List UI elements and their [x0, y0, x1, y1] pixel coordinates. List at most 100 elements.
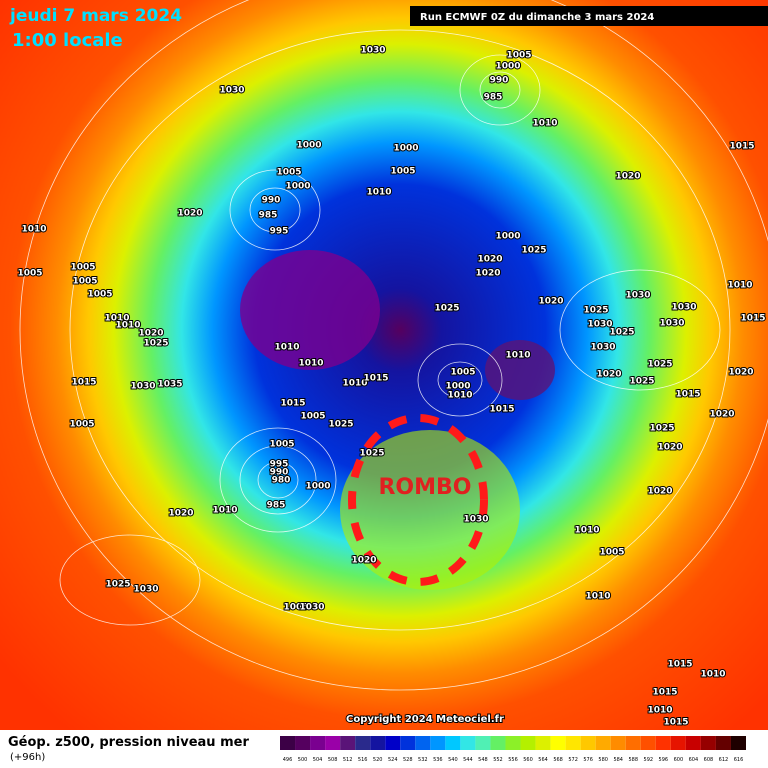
- colorbar-label: 616: [734, 757, 744, 763]
- colorbar-label: 536: [433, 757, 443, 763]
- colorbar-swatch: [415, 736, 431, 750]
- isobar-label: 1005: [506, 51, 531, 61]
- isobar-label: 1025: [328, 420, 353, 430]
- isobar-label: 1005: [70, 263, 95, 273]
- isobar-label: 1020: [138, 329, 163, 339]
- run-info: Run ECMWF 0Z du dimanche 3 mars 2024: [420, 12, 654, 23]
- colorbar-label: 496: [283, 757, 293, 763]
- ridge: [340, 430, 520, 590]
- isobar-label: 1025: [359, 449, 384, 459]
- colorbar-swatch: [385, 736, 401, 750]
- isobar-label: 1005: [450, 368, 475, 378]
- isobar-label: 1020: [647, 487, 672, 497]
- legend-title: Géop. z500, pression niveau mer: [8, 735, 249, 750]
- isobar-label: 990: [270, 468, 289, 478]
- colorbar-label: 572: [568, 757, 578, 763]
- colorbar-label: 612: [719, 757, 729, 763]
- isobar-label: 1005: [69, 420, 94, 430]
- isobar-label: 1025: [521, 246, 546, 256]
- isobar-label: 1015: [363, 374, 388, 384]
- isobar-label: 990: [262, 196, 281, 206]
- isobar-label: 1010: [212, 506, 237, 516]
- colorbar-swatch: [400, 736, 416, 750]
- isobar-label: 1010: [447, 391, 472, 401]
- colorbar-label: 576: [583, 757, 593, 763]
- isobar-label: 1010: [298, 359, 323, 369]
- isobar-label: 1025: [647, 360, 672, 370]
- isobar-label: 1005: [17, 269, 42, 279]
- isobar-label: 1020: [728, 368, 753, 378]
- isobars: [19, 0, 768, 691]
- isobar-label: 1010: [727, 281, 752, 291]
- isobar-label: 1030: [659, 319, 684, 329]
- isobar-label: 1025: [143, 339, 168, 349]
- isobar-label: 1010: [104, 314, 129, 324]
- isobar-label: 1010: [585, 592, 610, 602]
- isobar-label: 1015: [663, 718, 688, 728]
- colorbar-label: 600: [674, 757, 684, 763]
- isobar-label: 1005: [599, 548, 624, 558]
- colorbar-swatch: [685, 736, 701, 750]
- colorbar-swatch: [460, 736, 476, 750]
- colorbar-label: 556: [508, 757, 518, 763]
- isobar-label: 1000: [305, 482, 330, 492]
- colorbar-swatch: [715, 736, 731, 750]
- colorbar-label: 540: [448, 757, 458, 763]
- isobar-label: 1020: [596, 370, 621, 380]
- colorbar-swatch: [670, 736, 686, 750]
- isobar-label: 1010: [21, 225, 46, 235]
- isobar-label: 1015: [652, 688, 677, 698]
- colorbar-swatch: [475, 736, 491, 750]
- forecast-time: 1:00 locale: [12, 30, 123, 51]
- isobar-label: 1030: [130, 382, 155, 392]
- isobar-label: 1025: [434, 304, 459, 314]
- isobar-label: 1020: [615, 172, 640, 182]
- colorbar-swatch: [355, 736, 371, 750]
- isobar-label: 1015: [729, 142, 754, 152]
- isobar-label: 1005: [390, 167, 415, 177]
- isobar-label: 1025: [609, 328, 634, 338]
- isobar-label: 1020: [538, 297, 563, 307]
- isobar-label: 1020: [477, 255, 502, 265]
- colorbar-label: 512: [343, 757, 353, 763]
- colorbar-label: 508: [328, 757, 338, 763]
- colorbar-label: 592: [644, 757, 654, 763]
- zone-label: ROMBO: [378, 475, 471, 500]
- colorbar-label: 560: [523, 757, 533, 763]
- isobar-label: 1010: [574, 526, 599, 536]
- colorbar-swatch: [550, 736, 566, 750]
- isobar-label: 980: [272, 476, 291, 486]
- isobar-label: 1035: [157, 380, 182, 390]
- isobar-label: 1015: [675, 390, 700, 400]
- colorbar-swatch: [370, 736, 386, 750]
- isobar-label: 1030: [219, 86, 244, 96]
- isobar-label: 1030: [590, 343, 615, 353]
- colorbar-swatch: [640, 736, 656, 750]
- isobar-label: 1005: [72, 277, 97, 287]
- colorbar-swatch: [700, 736, 716, 750]
- colorbar-label: 584: [613, 757, 623, 763]
- isobar-label: 1010: [647, 706, 672, 716]
- colorbar-swatch: [730, 736, 746, 750]
- colorbar-label: 604: [689, 757, 699, 763]
- isobar-label: 1030: [587, 320, 612, 330]
- isobar-label: 1015: [740, 314, 765, 324]
- isobar-label: 1015: [71, 378, 96, 388]
- isobar-label: 1000: [393, 144, 418, 154]
- colorbar: 496 500 504 508 512 516 520 524 528 532 536 540 544 5…: [280, 736, 746, 763]
- isobar-label: 1020: [657, 443, 682, 453]
- isobar-label: 1025: [649, 424, 674, 434]
- colorbar-swatch: [625, 736, 641, 750]
- colorbar-label: 544: [463, 757, 473, 763]
- colorbar-swatch: [280, 736, 296, 750]
- isobar-label: 1030: [299, 603, 324, 613]
- isobar-label: 995: [270, 460, 289, 470]
- colorbar-label: 516: [358, 757, 368, 763]
- isobar-label: 1020: [177, 209, 202, 219]
- colorbar-swatch: [430, 736, 446, 750]
- isobar-label: 1010: [505, 351, 530, 361]
- isobar-label: 985: [259, 211, 278, 221]
- isobar-label: 1030: [360, 46, 385, 56]
- colorbar-label: 504: [313, 757, 323, 763]
